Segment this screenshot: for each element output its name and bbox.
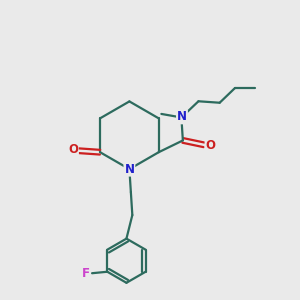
Text: O: O (68, 143, 78, 156)
Text: N: N (177, 110, 187, 123)
Text: F: F (82, 267, 90, 280)
Text: O: O (206, 139, 215, 152)
Text: N: N (124, 163, 134, 176)
